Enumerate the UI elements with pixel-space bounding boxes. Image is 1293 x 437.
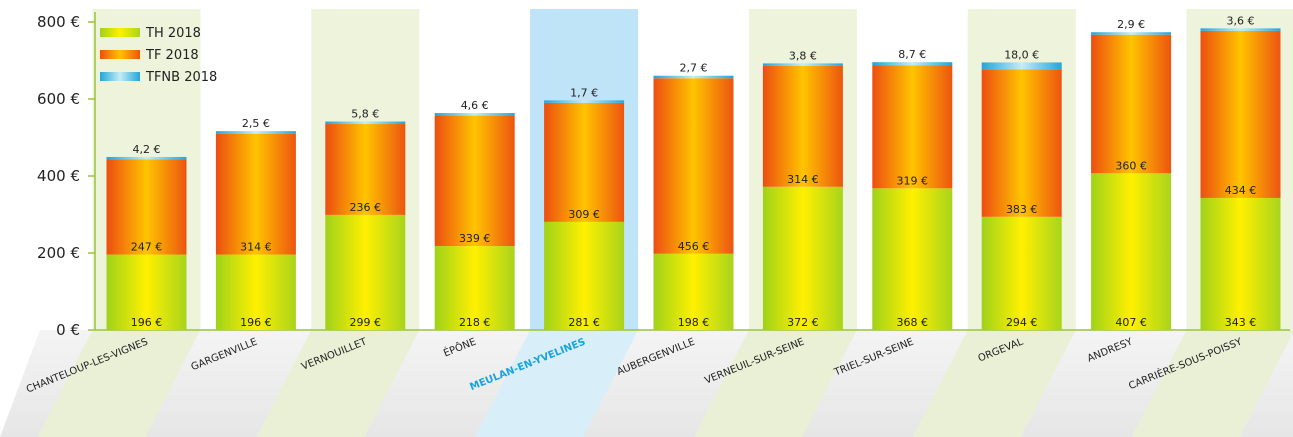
label-th: 218 € <box>459 316 491 329</box>
bar-tfnb <box>1200 28 1281 31</box>
label-th: 299 € <box>350 316 382 329</box>
bar-tf <box>1200 30 1281 198</box>
legend-label: TFNB 2018 <box>145 70 217 85</box>
y-tick-label: 200 € <box>37 244 80 262</box>
floor-band-4 <box>475 330 639 437</box>
y-tick-label: 0 € <box>56 321 80 339</box>
value-labels: 196 € 247 € 4,2 € 196 € 314 € 2,5 € 299 € 236 €… <box>131 14 1257 329</box>
bar-th <box>434 246 515 330</box>
label-tfnb: 4,6 € <box>461 99 489 112</box>
floor-band-10 <box>1131 330 1293 437</box>
label-tfnb: 2,7 € <box>680 62 708 75</box>
legend-swatch <box>100 50 140 59</box>
legend: TH 2018 TF 2018 TFNB 2018 <box>100 26 217 85</box>
label-tf: 434 € <box>1225 184 1257 197</box>
bar-tfnb <box>762 63 843 66</box>
floor-area <box>0 330 1293 437</box>
label-th: 368 € <box>897 316 929 329</box>
label-tfnb: 18,0 € <box>1004 48 1039 61</box>
bar-tf <box>434 115 515 247</box>
bar-tfnb <box>325 121 406 125</box>
bar-tf <box>215 133 296 255</box>
label-tfnb: 1,7 € <box>570 86 598 99</box>
label-tfnb: 2,9 € <box>1117 18 1145 31</box>
bar-th <box>215 254 296 330</box>
legend-swatch <box>100 72 140 81</box>
label-tf: 314 € <box>240 241 272 254</box>
floor-shade <box>0 330 1293 437</box>
bar-tfnb <box>106 156 187 160</box>
bar-tfnb <box>653 75 734 79</box>
y-tick-label: 400 € <box>37 167 80 185</box>
y-tick-label: 800 € <box>37 13 80 31</box>
label-th: 196 € <box>240 316 272 329</box>
bar-tf <box>1091 34 1172 174</box>
label-tf: 314 € <box>787 173 819 186</box>
label-tf: 383 € <box>1006 203 1038 216</box>
bar-tfnb <box>544 100 625 103</box>
bar-th <box>1091 173 1172 330</box>
label-tfnb: 4,2 € <box>133 143 161 156</box>
bar-th <box>981 216 1062 330</box>
bar-tf <box>325 124 406 215</box>
legend-swatch <box>100 28 140 37</box>
label-tf: 236 € <box>350 201 382 214</box>
y-tick-label: 600 € <box>37 90 80 108</box>
label-tf: 456 € <box>678 240 710 253</box>
bar-tfnb <box>434 113 515 116</box>
label-th: 343 € <box>1225 316 1257 329</box>
bar-tf <box>653 78 734 254</box>
bar-tfnb <box>215 131 296 134</box>
label-tf: 339 € <box>459 232 491 245</box>
bar-tf <box>544 102 625 222</box>
floor-band-2 <box>256 330 420 437</box>
bar-th <box>544 221 625 330</box>
label-tfnb: 5,8 € <box>351 108 379 121</box>
label-tf: 319 € <box>897 174 929 187</box>
label-th: 407 € <box>1115 316 1147 329</box>
bar-th <box>106 254 187 330</box>
bar-th <box>1200 197 1281 330</box>
label-tfnb: 3,8 € <box>789 49 817 62</box>
bar-tf <box>106 159 187 255</box>
label-th: 294 € <box>1006 316 1038 329</box>
bar-tf <box>762 65 843 187</box>
label-tfnb: 8,7 € <box>898 48 926 61</box>
floor-band-6 <box>693 330 857 437</box>
bar-tf <box>981 69 1062 217</box>
bar-th <box>762 186 843 330</box>
label-tfnb: 2,5 € <box>242 117 270 130</box>
label-tf: 247 € <box>131 241 163 254</box>
legend-label: TF 2018 <box>145 48 199 63</box>
bar-th <box>872 188 953 330</box>
bar-th <box>325 214 406 330</box>
label-tfnb: 3,6 € <box>1227 14 1255 27</box>
label-th: 198 € <box>678 316 710 329</box>
floor-band-0 <box>37 330 201 437</box>
bar-th <box>653 253 734 330</box>
bar-tfnb <box>872 62 953 66</box>
floor-band-8 <box>912 330 1076 437</box>
legend-label: TH 2018 <box>145 26 201 41</box>
label-th: 372 € <box>787 316 819 329</box>
label-th: 196 € <box>131 316 163 329</box>
bar-tf <box>872 65 953 189</box>
label-tf: 309 € <box>568 208 600 221</box>
label-th: 281 € <box>568 316 600 329</box>
label-tf: 360 € <box>1115 159 1147 172</box>
bars <box>106 28 1281 330</box>
bar-tfnb <box>1091 32 1172 35</box>
bar-tfnb <box>981 62 1062 70</box>
